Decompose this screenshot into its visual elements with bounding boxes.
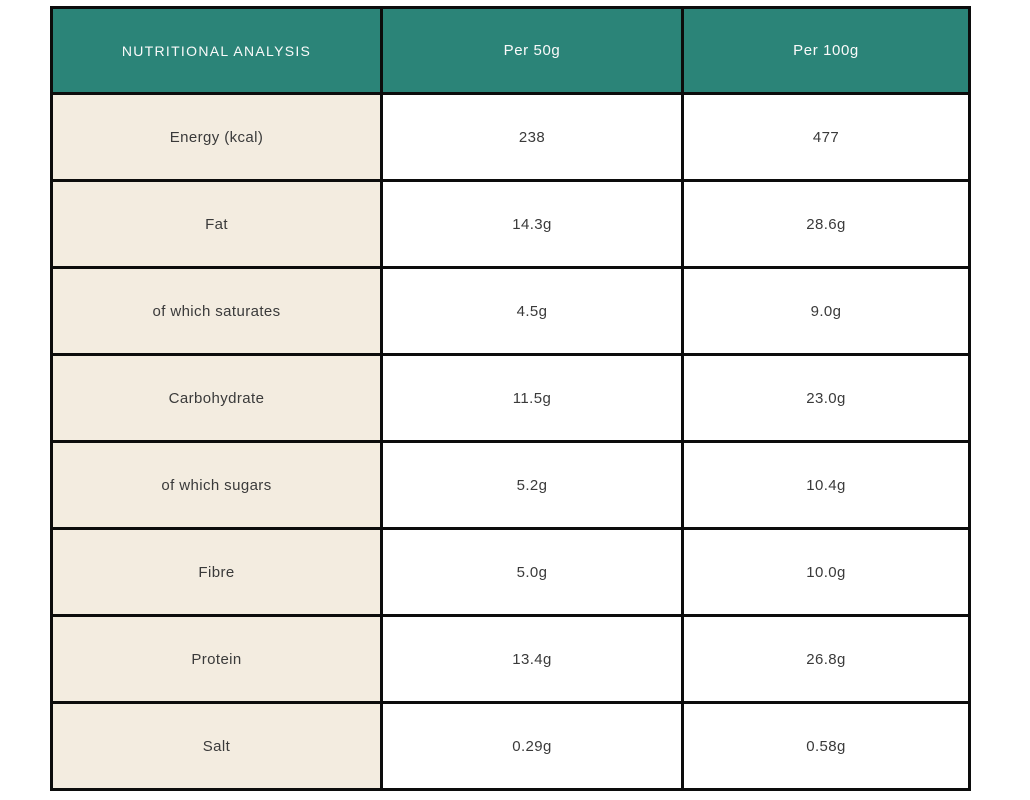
row-value-per100: 23.0g [681, 353, 971, 443]
row-label: Protein [50, 614, 383, 704]
row-value-per100: 10.4g [681, 440, 971, 530]
table-row-protein: Protein 13.4g 26.8g [50, 614, 971, 704]
table-row-energy: Energy (kcal) 238 477 [50, 92, 971, 182]
header-cell-per100: Per 100g [681, 6, 971, 95]
header-cell-per50: Per 50g [380, 6, 684, 95]
row-value-per100: 477 [681, 92, 971, 182]
row-value-per50: 238 [380, 92, 684, 182]
table-row-saturates: of which saturates 4.5g 9.0g [50, 266, 971, 356]
row-value-per100: 28.6g [681, 179, 971, 269]
row-value-per100: 9.0g [681, 266, 971, 356]
row-value-per50: 0.29g [380, 701, 684, 791]
row-label: of which saturates [50, 266, 383, 356]
table-row-fibre: Fibre 5.0g 10.0g [50, 527, 971, 617]
header-cell-title: NUTRITIONAL ANALYSIS [50, 6, 383, 95]
row-label: Fat [50, 179, 383, 269]
table-header: NUTRITIONAL ANALYSIS Per 50g Per 100g [50, 6, 971, 95]
row-label: Carbohydrate [50, 353, 383, 443]
row-label: Energy (kcal) [50, 92, 383, 182]
row-label: of which sugars [50, 440, 383, 530]
row-value-per100: 0.58g [681, 701, 971, 791]
header-row: NUTRITIONAL ANALYSIS Per 50g Per 100g [50, 6, 971, 95]
row-value-per50: 11.5g [380, 353, 684, 443]
table-row-carbohydrate: Carbohydrate 11.5g 23.0g [50, 353, 971, 443]
row-value-per50: 13.4g [380, 614, 684, 704]
nutrition-table: NUTRITIONAL ANALYSIS Per 50g Per 100g En… [50, 6, 971, 791]
row-value-per50: 5.2g [380, 440, 684, 530]
row-value-per100: 26.8g [681, 614, 971, 704]
row-value-per100: 10.0g [681, 527, 971, 617]
table-row-fat: Fat 14.3g 28.6g [50, 179, 971, 269]
row-value-per50: 14.3g [380, 179, 684, 269]
table-body: Energy (kcal) 238 477 Fat 14.3g 28.6g of… [50, 92, 971, 791]
row-value-per50: 4.5g [380, 266, 684, 356]
row-label: Salt [50, 701, 383, 791]
row-label: Fibre [50, 527, 383, 617]
table-row-salt: Salt 0.29g 0.58g [50, 701, 971, 791]
row-value-per50: 5.0g [380, 527, 684, 617]
table-row-sugars: of which sugars 5.2g 10.4g [50, 440, 971, 530]
